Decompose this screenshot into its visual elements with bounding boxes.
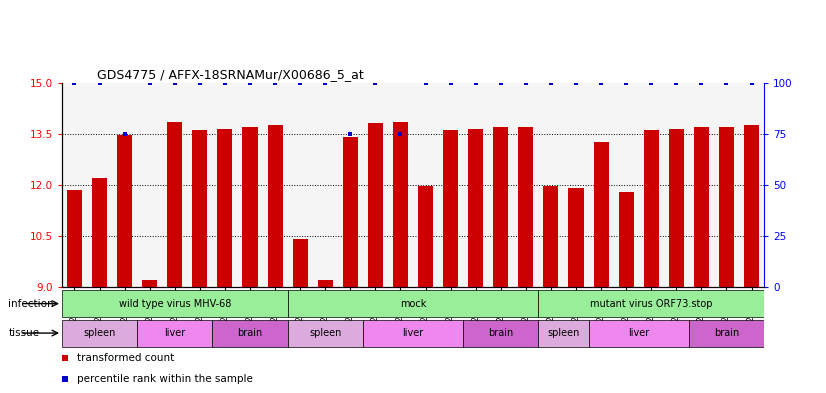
Text: infection: infection (8, 299, 54, 309)
Bar (343, 137, 358, 287)
Text: mutant virus ORF73.stop: mutant virus ORF73.stop (590, 299, 713, 309)
Bar (212, 320, 287, 347)
Bar (292, 239, 307, 287)
Bar (287, 320, 363, 347)
Text: brain: brain (714, 328, 739, 338)
Text: GDS4775 / AFFX-18SRNAMur/X00686_5_at: GDS4775 / AFFX-18SRNAMur/X00686_5_at (97, 68, 363, 81)
Bar (62, 290, 287, 317)
Text: spleen: spleen (309, 328, 341, 338)
Text: liver: liver (164, 328, 185, 338)
Bar (719, 127, 734, 287)
Bar (393, 122, 408, 287)
Bar (268, 125, 282, 287)
Bar (519, 127, 534, 287)
Text: spleen: spleen (83, 328, 116, 338)
Bar (588, 320, 689, 347)
Bar (368, 123, 383, 287)
Bar (744, 125, 759, 287)
Bar (418, 186, 433, 287)
Text: wild type virus MHV-68: wild type virus MHV-68 (119, 299, 231, 309)
Bar (142, 280, 157, 287)
Bar (463, 320, 539, 347)
Bar (694, 127, 709, 287)
Bar (117, 135, 132, 287)
Bar (287, 290, 539, 317)
Bar (443, 130, 458, 287)
Bar (619, 191, 634, 287)
Bar (318, 280, 333, 287)
Text: spleen: spleen (548, 328, 580, 338)
Bar (363, 320, 463, 347)
Bar (689, 320, 764, 347)
Bar (544, 186, 558, 287)
Text: transformed count: transformed count (78, 353, 174, 364)
Text: mock: mock (400, 299, 426, 309)
Bar (137, 320, 212, 347)
Bar (167, 122, 183, 287)
Bar (643, 130, 659, 287)
Text: liver: liver (628, 328, 649, 338)
Text: brain: brain (488, 328, 514, 338)
Bar (92, 178, 107, 287)
Bar (539, 320, 588, 347)
Bar (539, 290, 764, 317)
Bar (243, 127, 258, 287)
Bar (669, 129, 684, 287)
Bar (62, 320, 137, 347)
Text: percentile rank within the sample: percentile rank within the sample (78, 374, 254, 384)
Text: tissue: tissue (8, 328, 40, 338)
Bar (217, 129, 232, 287)
Bar (192, 130, 207, 287)
Text: brain: brain (237, 328, 263, 338)
Bar (568, 188, 583, 287)
Text: liver: liver (402, 328, 424, 338)
Bar (468, 129, 483, 287)
Bar (493, 127, 508, 287)
Bar (67, 190, 82, 287)
Bar (594, 142, 609, 287)
